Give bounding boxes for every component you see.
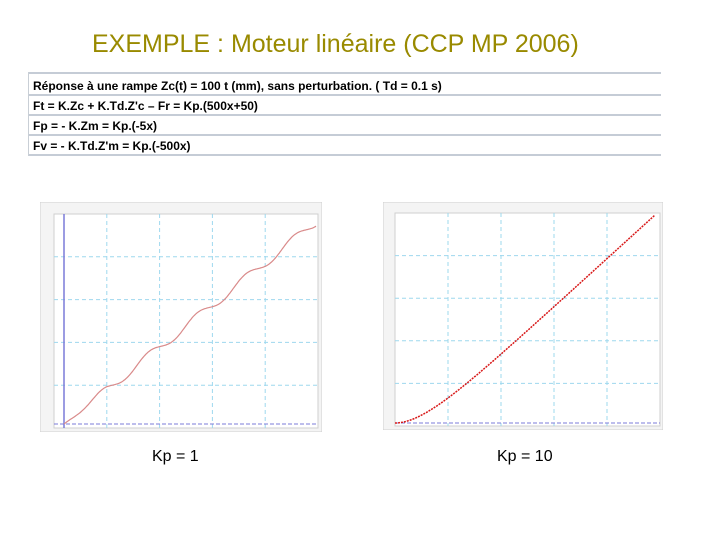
plot-kp10-response-curve <box>395 214 656 424</box>
caption-kp10: Kp = 10 <box>497 448 553 465</box>
condition-fp-equation: Fp = - K.Zm = Kp.(-5x) <box>29 116 661 136</box>
condition-fv-equation: Fv = - K.Td.Z'm = Kp.(-500x) <box>29 136 661 156</box>
condition-ft-equation: Ft = K.Zc + K.Td.Z'c – Fr = Kp.(500x+50) <box>29 96 661 116</box>
plot-kp10-area <box>394 212 661 427</box>
condition-ramp-input: Réponse à une rampe Zc(t) = 100 t (mm), … <box>29 72 661 96</box>
plot-kp1-grid <box>54 214 318 428</box>
conditions-table: Réponse à une rampe Zc(t) = 100 t (mm), … <box>28 72 661 156</box>
plot-kp1-area <box>53 213 319 429</box>
plot-kp1-response-curve <box>63 225 317 425</box>
plot-kp10 <box>383 202 663 430</box>
caption-kp1: Kp = 1 <box>152 448 199 465</box>
slide-title: EXEMPLE : Moteur linéaire (CCP MP 2006) <box>92 30 579 58</box>
plot-kp1 <box>40 202 322 432</box>
plot-kp10-grid <box>395 213 660 426</box>
